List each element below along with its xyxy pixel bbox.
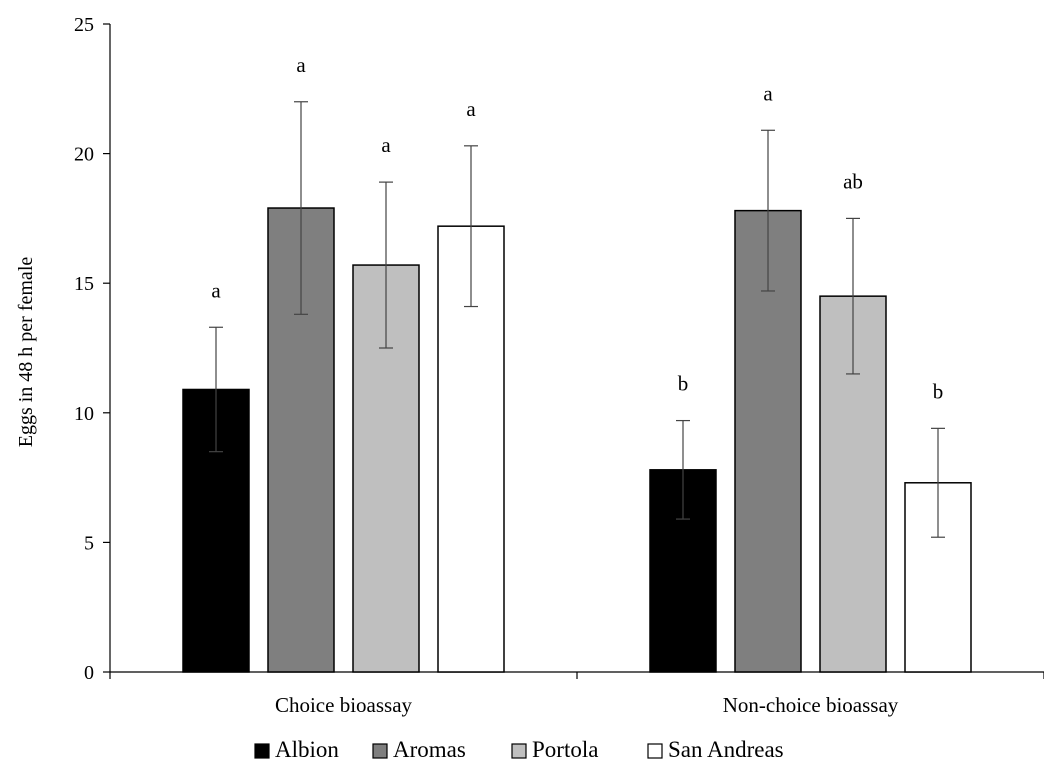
significance-letter: a	[211, 278, 221, 302]
legend-label: Portola	[532, 737, 598, 762]
y-axis-label: Eggs in 48 h per female	[15, 257, 37, 448]
legend-label: Aromas	[393, 737, 466, 762]
significance-letter: b	[678, 372, 689, 396]
legend-label: San Andreas	[668, 737, 784, 762]
bar	[352, 264, 420, 673]
y-tick-label: 15	[74, 273, 94, 295]
y-tick-label: 5	[84, 532, 94, 554]
x-category-label: Choice bioassay	[275, 693, 413, 717]
x-category-label: Non-choice bioassay	[723, 693, 899, 717]
significance-letter: a	[763, 81, 773, 105]
significance-letter: b	[933, 379, 944, 403]
legend: Albion Aromas Portola San Andreas	[254, 737, 784, 762]
legend-swatch	[511, 743, 527, 759]
y-tick-label: 0	[84, 662, 94, 684]
legend-swatch	[254, 743, 270, 759]
y-tick-label: 20	[74, 144, 94, 166]
significance-letter: a	[381, 133, 391, 157]
significance-letter: ab	[843, 169, 863, 193]
y-tick-label: 25	[74, 14, 94, 36]
legend-swatch	[372, 743, 388, 759]
legend-swatch	[647, 743, 663, 759]
significance-letter: a	[466, 97, 476, 121]
significance-letter: a	[296, 53, 306, 77]
y-tick-label: 10	[74, 403, 94, 425]
legend-label: Albion	[275, 737, 339, 762]
plot-area: 0 5 10 15 20 25 a a a a Choice bioassay b a ab b Non-ch…	[74, 14, 1044, 717]
